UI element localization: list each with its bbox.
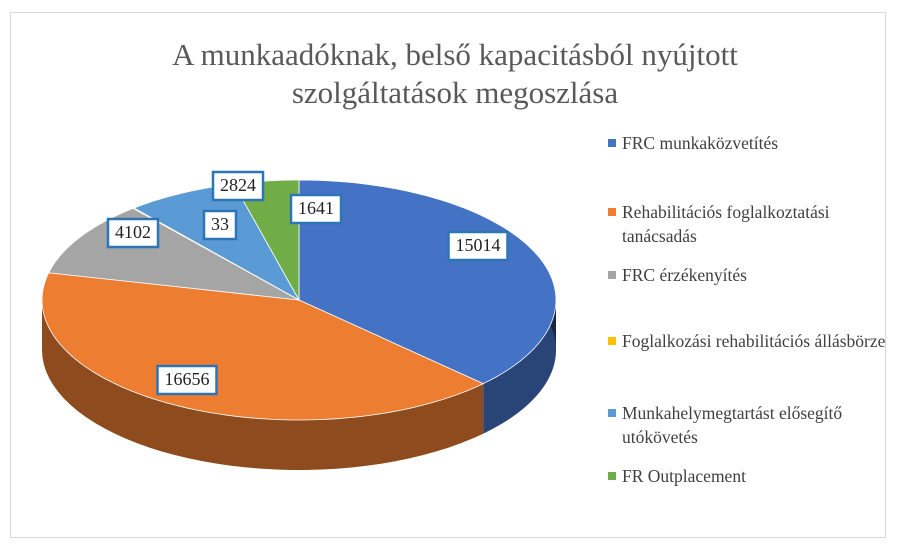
chart-title: A munkaadóknak, belső kapacitásból nyújt… bbox=[172, 37, 738, 110]
legend-swatch bbox=[608, 271, 616, 279]
data-label: 4102 bbox=[106, 217, 160, 249]
chart-frame bbox=[10, 12, 886, 538]
data-label: 2824 bbox=[211, 170, 265, 202]
legend-label: Foglalkozási rehabilitációs állásbörze bbox=[622, 331, 886, 351]
data-label-text: 1641 bbox=[298, 198, 334, 218]
legend-swatch bbox=[608, 139, 616, 147]
legend-label: Munkahelymegtartást elősegítő utókövetés bbox=[622, 403, 843, 447]
pie-side bbox=[483, 300, 556, 434]
legend-item: FRC érzékenyítés bbox=[608, 263, 888, 287]
legend-swatch bbox=[608, 472, 616, 480]
data-label-box bbox=[202, 209, 238, 241]
data-label-text: 2824 bbox=[220, 175, 256, 195]
legend-label: FRC munkaközvetítés bbox=[622, 133, 779, 153]
pie-slice bbox=[41, 272, 485, 421]
data-label-box bbox=[447, 230, 509, 262]
legend-item: Rehabilitációs foglalkoztatási tanácsadá… bbox=[608, 200, 888, 248]
data-label-text: 16656 bbox=[165, 369, 210, 389]
data-label-box bbox=[156, 364, 218, 396]
pie-side bbox=[42, 300, 484, 470]
data-label-box bbox=[106, 217, 160, 249]
data-label-text: 33 bbox=[211, 214, 229, 234]
data-label-text: 4102 bbox=[115, 222, 151, 242]
data-label: 15014 bbox=[447, 230, 509, 262]
data-label-box bbox=[211, 170, 265, 202]
legend-label: FR Outplacement bbox=[622, 466, 746, 486]
legend-swatch bbox=[608, 208, 616, 216]
data-label: 33 bbox=[202, 209, 238, 241]
data-label-text: 15014 bbox=[456, 235, 501, 255]
legend-item: Munkahelymegtartást elősegítő utókövetés bbox=[608, 401, 888, 449]
data-label: 16656 bbox=[156, 364, 218, 396]
legend-label: FRC érzékenyítés bbox=[622, 265, 747, 285]
data-label: 1641 bbox=[289, 193, 343, 225]
legend-label: Rehabilitációs foglalkoztatási tanácsadá… bbox=[622, 202, 830, 246]
data-label-box bbox=[289, 193, 343, 225]
legend-item: FR Outplacement bbox=[608, 464, 888, 488]
legend-swatch bbox=[608, 409, 616, 417]
legend-item: Foglalkozási rehabilitációs állásbörze bbox=[608, 329, 888, 353]
legend-item: FRC munkaközvetítés bbox=[608, 131, 888, 155]
legend-swatch bbox=[608, 337, 616, 345]
